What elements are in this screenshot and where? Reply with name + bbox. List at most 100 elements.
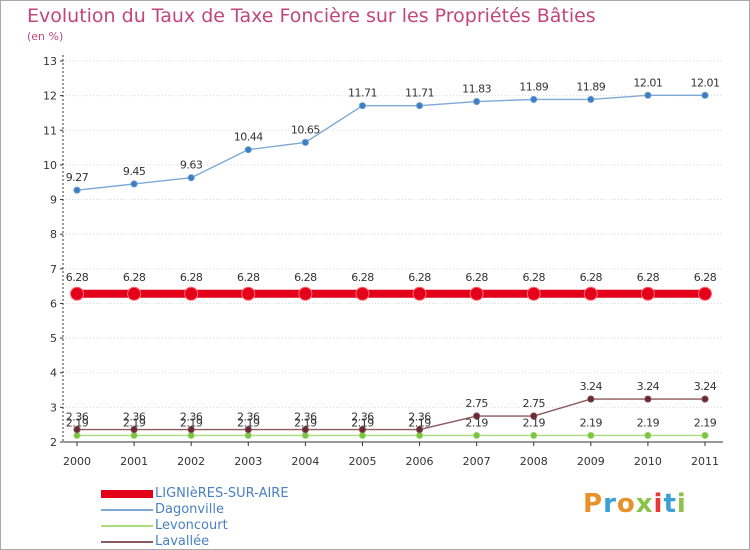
- data-point: [130, 180, 138, 188]
- data-label: 2.36: [408, 411, 431, 424]
- data-point: [469, 286, 484, 301]
- y-tick-label: 9: [50, 194, 57, 207]
- legend-label: Lavallée: [155, 534, 210, 549]
- x-tick-label: 2001: [120, 455, 148, 468]
- brand-letter: i: [653, 489, 664, 519]
- data-label: 2.36: [351, 411, 374, 424]
- legend-swatch: [101, 490, 153, 498]
- data-point: [70, 286, 84, 301]
- data-point: [130, 431, 138, 440]
- data-label: 11.71: [405, 87, 434, 100]
- data-point: [530, 95, 538, 104]
- data-point: [301, 138, 309, 146]
- data-point: [473, 431, 481, 440]
- data-label: 2.36: [237, 411, 260, 424]
- data-point: [127, 286, 142, 301]
- data-label: 6.28: [408, 271, 431, 284]
- data-point: [73, 425, 81, 434]
- unit-label: (en %): [27, 30, 64, 43]
- data-point: [355, 286, 370, 301]
- data-label: 2.75: [465, 397, 488, 410]
- brand-logo: Proxiti: [583, 489, 687, 519]
- brand-letter: x: [635, 489, 654, 519]
- legend: LIGNIèRES-SUR-AIRE Dagonville Levoncourt La…: [101, 486, 361, 550]
- data-label: 2.19: [237, 416, 260, 429]
- data-point: [187, 431, 195, 440]
- data-point: [187, 174, 195, 182]
- data-point: [241, 286, 256, 301]
- y-tick-label: 7: [50, 263, 57, 276]
- data-label: 3.24: [580, 380, 603, 393]
- data-label: 6.28: [123, 271, 146, 284]
- data-label: 6.28: [351, 271, 374, 284]
- x-tick-label: 2008: [520, 455, 548, 468]
- data-label: 2.19: [408, 416, 431, 429]
- data-label: 2.75: [522, 397, 545, 410]
- data-label: 2.19: [580, 416, 603, 429]
- y-tick-label: 2: [50, 436, 57, 449]
- data-point: [244, 425, 252, 434]
- data-point: [701, 91, 709, 99]
- data-label: 6.28: [294, 271, 317, 284]
- data-label: 2.19: [123, 416, 146, 429]
- data-label: 6.28: [237, 271, 260, 284]
- x-tick-label: 2009: [577, 455, 605, 468]
- data-label: 2.19: [465, 416, 488, 429]
- data-point: [73, 431, 81, 440]
- brand-letter: r: [603, 489, 617, 519]
- data-point: [301, 431, 309, 440]
- x-tick-label: 2003: [234, 455, 262, 468]
- data-point: [587, 431, 595, 440]
- data-point: [644, 395, 652, 403]
- data-label: 10.65: [291, 123, 320, 136]
- data-point: [473, 412, 481, 420]
- data-label: 2.36: [123, 411, 146, 424]
- data-label: 3.24: [694, 380, 717, 393]
- data-point: [244, 146, 252, 154]
- data-label: 12.01: [691, 76, 720, 89]
- y-tick-label: 5: [50, 332, 57, 345]
- brand-letter: i: [676, 489, 687, 519]
- data-label: 2.19: [694, 416, 717, 429]
- data-label: 2.19: [637, 416, 660, 429]
- data-point: [73, 186, 81, 194]
- data-label: 6.28: [522, 271, 545, 284]
- data-point: [358, 431, 367, 440]
- data-point: [130, 425, 138, 434]
- x-tick-label: 2007: [463, 455, 491, 468]
- data-label: 2.19: [522, 416, 545, 429]
- y-tick-label: 4: [50, 367, 57, 380]
- y-tick-label: 3: [50, 401, 57, 414]
- data-point: [415, 102, 424, 110]
- data-label: 6.28: [637, 271, 660, 284]
- data-point: [415, 425, 424, 434]
- data-label: 3.24: [637, 380, 660, 393]
- data-label: 2.19: [351, 416, 374, 429]
- legend-swatch: [101, 541, 153, 543]
- data-label: 12.01: [633, 76, 662, 89]
- data-label: 11.83: [462, 83, 491, 96]
- legend-label: Levoncourt: [155, 518, 228, 533]
- data-point: [583, 286, 598, 301]
- data-label: 11.71: [348, 87, 377, 100]
- data-label: 9.45: [123, 165, 146, 178]
- legend-swatch: [101, 525, 153, 527]
- data-label: 2.19: [180, 416, 203, 429]
- data-point: [415, 431, 424, 440]
- data-label: 2.36: [294, 411, 317, 424]
- x-tick-label: 2004: [291, 455, 319, 468]
- data-point: [587, 395, 595, 403]
- data-label: 2.19: [294, 416, 317, 429]
- x-tick-label: 2010: [634, 455, 662, 468]
- legend-label: LIGNIèRES-SUR-AIRE: [155, 486, 289, 501]
- brand-letter: t: [663, 489, 677, 519]
- brand-letter: P: [583, 489, 604, 519]
- data-label: 6.28: [694, 271, 717, 284]
- data-point: [640, 286, 655, 301]
- data-point: [244, 431, 252, 440]
- data-point: [701, 395, 709, 403]
- y-tick-label: 13: [43, 55, 57, 68]
- data-point: [530, 431, 538, 440]
